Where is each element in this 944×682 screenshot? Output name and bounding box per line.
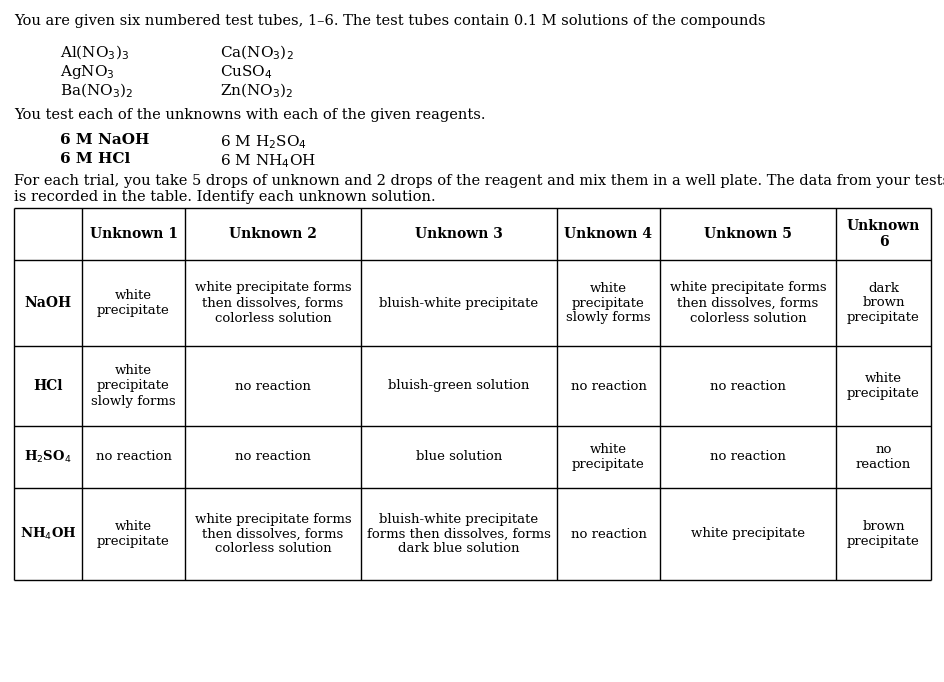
Text: no reaction: no reaction: [95, 451, 171, 464]
Text: H$_2$SO$_4$: H$_2$SO$_4$: [25, 449, 72, 465]
Text: no reaction: no reaction: [570, 527, 646, 541]
Text: no reaction: no reaction: [709, 379, 785, 393]
Text: no reaction: no reaction: [235, 379, 311, 393]
Text: dark
brown
precipitate: dark brown precipitate: [846, 282, 919, 325]
Text: no reaction: no reaction: [570, 379, 646, 393]
Text: bluish-white precipitate
forms then dissolves, forms
dark blue solution: bluish-white precipitate forms then diss…: [366, 512, 550, 556]
Text: white
precipitate
slowly forms: white precipitate slowly forms: [565, 282, 650, 325]
Text: white
precipitate
slowly forms: white precipitate slowly forms: [91, 364, 176, 408]
Text: bluish-white precipitate: bluish-white precipitate: [379, 297, 538, 310]
Text: Unknown 1: Unknown 1: [90, 227, 177, 241]
Text: 6 M NH$_4$OH: 6 M NH$_4$OH: [220, 152, 315, 170]
Text: Unknown 2: Unknown 2: [228, 227, 316, 241]
Text: AgNO$_3$: AgNO$_3$: [59, 63, 114, 81]
Text: You are given six numbered test tubes, 1–6. The test tubes contain 0.1 M solutio: You are given six numbered test tubes, 1…: [14, 14, 765, 28]
Text: white
precipitate: white precipitate: [846, 372, 919, 400]
Text: blue solution: blue solution: [415, 451, 501, 464]
Text: no
reaction: no reaction: [855, 443, 910, 471]
Text: white
precipitate: white precipitate: [97, 289, 170, 317]
Text: bluish-green solution: bluish-green solution: [388, 379, 530, 393]
Text: Al(NO$_3$)$_3$: Al(NO$_3$)$_3$: [59, 44, 129, 62]
Text: Unknown 3: Unknown 3: [414, 227, 502, 241]
Text: Ca(NO$_3$)$_2$: Ca(NO$_3$)$_2$: [220, 44, 294, 62]
Text: white precipitate forms
then dissolves, forms
colorless solution: white precipitate forms then dissolves, …: [669, 282, 825, 325]
Text: 6 M H$_2$SO$_4$: 6 M H$_2$SO$_4$: [220, 133, 307, 151]
Text: NaOH: NaOH: [25, 296, 72, 310]
Text: For each trial, you take 5 drops of unknown and 2 drops of the reagent and mix t: For each trial, you take 5 drops of unkn…: [14, 174, 944, 204]
Text: Unknown 5: Unknown 5: [703, 227, 791, 241]
Text: 6 M NaOH: 6 M NaOH: [59, 133, 149, 147]
Text: brown
precipitate: brown precipitate: [846, 520, 919, 548]
Text: white
precipitate: white precipitate: [571, 443, 644, 471]
Text: white precipitate forms
then dissolves, forms
colorless solution: white precipitate forms then dissolves, …: [194, 282, 351, 325]
Text: no reaction: no reaction: [235, 451, 311, 464]
Text: CuSO$_4$: CuSO$_4$: [220, 63, 273, 80]
Text: no reaction: no reaction: [709, 451, 785, 464]
Text: You test each of the unknowns with each of the given reagents.: You test each of the unknowns with each …: [14, 108, 485, 122]
Text: Unknown
6: Unknown 6: [846, 219, 919, 249]
Text: 6 M HCl: 6 M HCl: [59, 152, 130, 166]
Text: Ba(NO$_3$)$_2$: Ba(NO$_3$)$_2$: [59, 82, 133, 100]
Text: white precipitate: white precipitate: [690, 527, 804, 541]
Text: Unknown 4: Unknown 4: [564, 227, 651, 241]
Text: white
precipitate: white precipitate: [97, 520, 170, 548]
Text: Zn(NO$_3$)$_2$: Zn(NO$_3$)$_2$: [220, 82, 293, 100]
Text: HCl: HCl: [33, 379, 62, 393]
Text: NH$_4$OH: NH$_4$OH: [20, 526, 76, 542]
Text: white precipitate forms
then dissolves, forms
colorless solution: white precipitate forms then dissolves, …: [194, 512, 351, 556]
